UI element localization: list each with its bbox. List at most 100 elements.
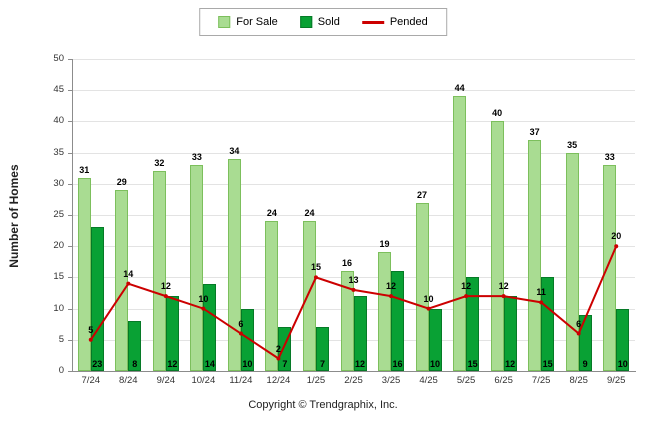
- sold-value-label: 12: [167, 359, 178, 369]
- sold-value-label: 12: [505, 359, 516, 369]
- x-tick-label: 8/25: [569, 375, 588, 386]
- pended-value-label: 14: [123, 268, 134, 279]
- pended-line-swatch-icon: [361, 20, 384, 24]
- legend-item-sold: Sold: [299, 16, 340, 28]
- pended-value-label: 12: [498, 281, 509, 292]
- y-axis-ticks: 0 5 10 15 20 25 30 35 40 45 50: [30, 53, 66, 376]
- sold-swatch-icon: [299, 16, 312, 28]
- legend-label-pended: Pended: [389, 16, 428, 28]
- y-axis-title: Number of Homes: [7, 164, 21, 268]
- plot-area: 31 23 5 29 8 14 32 12 12 33 14 10 34 10 6 24 7 2 24 7 15 16 12…: [68, 59, 635, 372]
- pended-value-label: 5: [88, 324, 94, 335]
- bar-for-sale: [565, 152, 579, 371]
- bar-for-sale: [415, 202, 429, 371]
- pended-value-label: 11: [536, 287, 546, 298]
- pended-value-label: 12: [160, 281, 171, 292]
- x-tick-label: 9/25: [606, 375, 626, 386]
- bar-for-sale: [227, 158, 241, 371]
- y-tick-mark: [68, 215, 72, 216]
- for-sale-value-label: 24: [304, 208, 315, 219]
- sold-value-label: 9: [582, 359, 588, 369]
- for-sale-value-label: 19: [379, 239, 390, 250]
- gridline: [72, 90, 635, 92]
- x-tick-label: 10/24: [191, 375, 216, 386]
- x-tick-label: 7/24: [81, 375, 101, 386]
- for-sale-value-label: 27: [417, 189, 428, 200]
- sold-value-label: 8: [132, 359, 138, 369]
- y-tick-mark: [68, 277, 72, 279]
- sold-value-label: 16: [392, 359, 403, 369]
- pended-value-label: 20: [611, 231, 622, 242]
- x-tick-label: 8/24: [119, 375, 138, 386]
- y-axis-line: [72, 59, 73, 372]
- y-tick-mark: [68, 371, 72, 372]
- y-tick-label: 25: [53, 209, 64, 220]
- y-tick-mark: [68, 183, 72, 185]
- gridline: [72, 152, 635, 154]
- bar-for-sale: [190, 165, 204, 371]
- legend-label-sold: Sold: [317, 16, 340, 28]
- legend-item-for-sale: For Sale: [218, 16, 278, 28]
- sold-value-label: 7: [319, 359, 325, 369]
- for-sale-value-label: 16: [341, 258, 352, 269]
- sold-value-label: 23: [92, 359, 103, 369]
- pended-value-label: 10: [198, 293, 209, 304]
- y-tick-label: 20: [53, 240, 64, 252]
- for-sale-value-label: 35: [567, 139, 578, 150]
- pended-value-label: 12: [386, 281, 397, 292]
- for-sale-value-label: 24: [266, 208, 277, 219]
- y-tick-label: 0: [58, 365, 64, 376]
- sold-value-label: 10: [242, 359, 253, 369]
- sold-value-label: 7: [282, 359, 288, 369]
- x-tick-label: 3/25: [381, 375, 401, 386]
- y-tick-label: 10: [53, 302, 64, 314]
- y-tick-label: 15: [53, 271, 64, 283]
- for-sale-value-label: 33: [604, 152, 615, 163]
- pended-value-label: 6: [238, 318, 244, 329]
- bar-for-sale: [490, 121, 504, 371]
- x-tick-label: 1/25: [306, 375, 326, 386]
- y-tick-label: 50: [53, 53, 64, 64]
- pended-value-label: 6: [576, 318, 582, 329]
- sold-value-label: 10: [430, 359, 441, 369]
- for-sale-value-label: 31: [79, 164, 90, 175]
- for-sale-value-label: 34: [229, 145, 240, 156]
- y-tick-label: 30: [53, 177, 64, 189]
- legend: For Sale Sold Pended: [199, 8, 447, 36]
- x-axis-line: [72, 371, 636, 372]
- legend-item-pended: Pended: [361, 16, 428, 28]
- for-sale-swatch-icon: [218, 16, 231, 28]
- x-tick-label: 2/25: [344, 375, 363, 386]
- for-sale-value-label: 33: [191, 152, 202, 163]
- bar-for-sale: [603, 165, 617, 371]
- bar-for-sale: [378, 252, 392, 371]
- for-sale-value-label: 37: [529, 127, 540, 138]
- y-tick-mark: [68, 59, 72, 60]
- gridline: [72, 121, 635, 123]
- y-tick-label: 35: [53, 146, 64, 158]
- y-tick-mark: [68, 90, 72, 92]
- pended-value-label: 10: [423, 293, 434, 304]
- y-tick-label: 40: [53, 115, 64, 127]
- x-axis-labels: 7/24 8/24 9/24 10/24 11/24 12/24 1/25 2/25 3/25 4…: [72, 375, 635, 389]
- x-tick-label: 5/25: [456, 375, 476, 386]
- bar-sold: [90, 227, 104, 371]
- legend-label-for-sale: For Sale: [236, 16, 278, 28]
- copyright-text: Copyright © Trendgraphix, Inc.: [248, 399, 398, 411]
- y-tick-mark: [68, 339, 72, 341]
- gridline: [72, 183, 635, 185]
- x-tick-label: 9/24: [156, 375, 176, 386]
- x-tick-label: 4/25: [419, 375, 438, 386]
- bar-for-sale: [340, 271, 354, 371]
- sold-value-label: 15: [542, 359, 553, 369]
- sold-value-label: 14: [204, 359, 215, 369]
- bar-for-sale: [453, 96, 467, 371]
- bar-for-sale: [302, 221, 316, 371]
- pended-value-label: 15: [310, 262, 321, 273]
- y-tick-mark: [68, 152, 72, 154]
- bar-for-sale: [77, 177, 91, 371]
- x-tick-label: 7/25: [531, 375, 551, 386]
- bar-for-sale: [528, 140, 542, 371]
- x-tick-label: 6/25: [494, 375, 513, 386]
